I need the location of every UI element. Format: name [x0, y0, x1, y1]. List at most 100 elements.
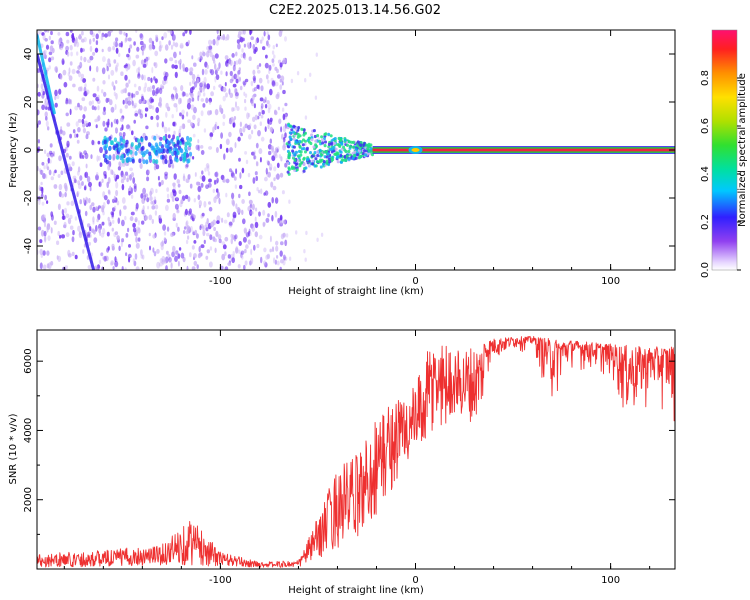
noise-speckle [251, 100, 255, 107]
noise-speckle [168, 257, 172, 263]
carrier-buildup [285, 122, 374, 176]
noise-speckle [172, 41, 175, 47]
noise-speckle [40, 229, 45, 237]
colorbar-gradient [712, 30, 737, 270]
heatmap-axes: -100 0 100 40 20 0 -20 -40 [23, 30, 675, 287]
band-speckle [160, 144, 164, 149]
noise-speckle [201, 170, 204, 175]
noise-speckle [136, 67, 141, 74]
noise-speckle [264, 126, 267, 132]
noise-speckle [65, 213, 70, 219]
noise-speckle [241, 199, 245, 204]
noise-speckle [122, 88, 127, 94]
noise-speckle [138, 99, 143, 105]
noise-speckle [244, 260, 248, 266]
noise-speckle [124, 38, 127, 43]
noise-speckle [160, 179, 164, 186]
noise-speckle [231, 257, 235, 264]
band-speckle [154, 142, 158, 148]
noise-speckle [212, 219, 216, 226]
noise-speckle [202, 226, 205, 231]
noise-speckle [159, 104, 162, 108]
noise-speckle [200, 244, 205, 249]
noise-speckle [280, 241, 284, 246]
buildup-speckle [354, 148, 358, 152]
noise-speckle [189, 67, 194, 73]
noise-speckle [254, 86, 257, 92]
noise-speckle [272, 185, 277, 191]
buildup-speckle [343, 148, 347, 152]
noise-speckle [44, 194, 47, 201]
noise-speckle [109, 30, 113, 33]
noise-speckle [255, 175, 258, 182]
noise-speckle [276, 162, 280, 168]
noise-speckle [214, 172, 218, 177]
band-speckle [126, 156, 131, 162]
noise-speckle [124, 74, 128, 81]
buildup-speckle [289, 124, 292, 128]
noise-speckle [196, 78, 200, 84]
noise-speckle [37, 109, 40, 116]
noise-speckle [179, 51, 181, 56]
noise-speckle [190, 104, 195, 111]
buildup-speckle [333, 137, 337, 141]
noise-speckle [262, 46, 266, 51]
noise-speckle [107, 216, 110, 222]
noise-speckle [72, 83, 76, 88]
noise-speckle [276, 148, 279, 153]
noise-speckle [279, 266, 282, 270]
noise-speckle [102, 80, 106, 85]
noise-speckle [195, 181, 200, 186]
noise-speckle [125, 36, 128, 42]
noise-speckle [233, 73, 238, 80]
noise-speckle [67, 249, 71, 257]
noise-speckle [208, 146, 213, 150]
noise-speckle [91, 227, 95, 233]
noise-speckle [112, 266, 115, 270]
noise-speckle [117, 166, 121, 171]
noise-speckle [166, 226, 170, 232]
noise-speckle [221, 253, 226, 261]
band-speckle [141, 145, 145, 151]
band-speckle [154, 151, 159, 157]
heatmap-x-tick-label: -100 [209, 276, 232, 287]
noise-speckle [149, 245, 151, 251]
noise-speckle [203, 76, 207, 83]
noise-speckle [280, 259, 284, 264]
noise-speckle [197, 185, 201, 192]
noise-speckle [249, 123, 252, 127]
noise-speckle [66, 201, 70, 206]
noise-speckle [116, 235, 120, 241]
noise-speckle [275, 245, 279, 252]
noise-speckle [270, 145, 274, 150]
noise-speckle [145, 61, 148, 66]
noise-speckle [81, 155, 85, 159]
noise-speckle [117, 217, 121, 224]
noise-speckle [42, 250, 46, 256]
noise-speckle [147, 169, 151, 174]
noise-speckle [44, 98, 47, 103]
noise-speckle [256, 64, 260, 70]
snr-plot-area [37, 335, 675, 568]
band-speckle [140, 150, 144, 156]
noise-speckle [280, 126, 283, 133]
noise-speckle [45, 116, 48, 121]
figure-title: C2E2.2025.013.14.56.G02 [269, 3, 441, 18]
noise-speckle [77, 118, 82, 123]
noise-speckle [140, 249, 143, 256]
noise-speckle [46, 102, 50, 108]
noise-speckle [141, 209, 145, 215]
noise-speckle [191, 97, 195, 102]
noise-speckle [85, 134, 89, 140]
noise-speckle [101, 67, 106, 75]
buildup-speckle [287, 153, 291, 157]
buildup-speckle [346, 143, 349, 147]
noise-speckle [253, 155, 257, 160]
noise-speckle [280, 75, 285, 82]
noise-speckle [232, 218, 235, 223]
noise-speckle [158, 181, 161, 187]
buildup-speckle [294, 162, 298, 167]
noise-speckle [181, 123, 186, 130]
colorbar-tick-label: 0.8 [700, 70, 711, 86]
band-speckle [171, 151, 175, 157]
